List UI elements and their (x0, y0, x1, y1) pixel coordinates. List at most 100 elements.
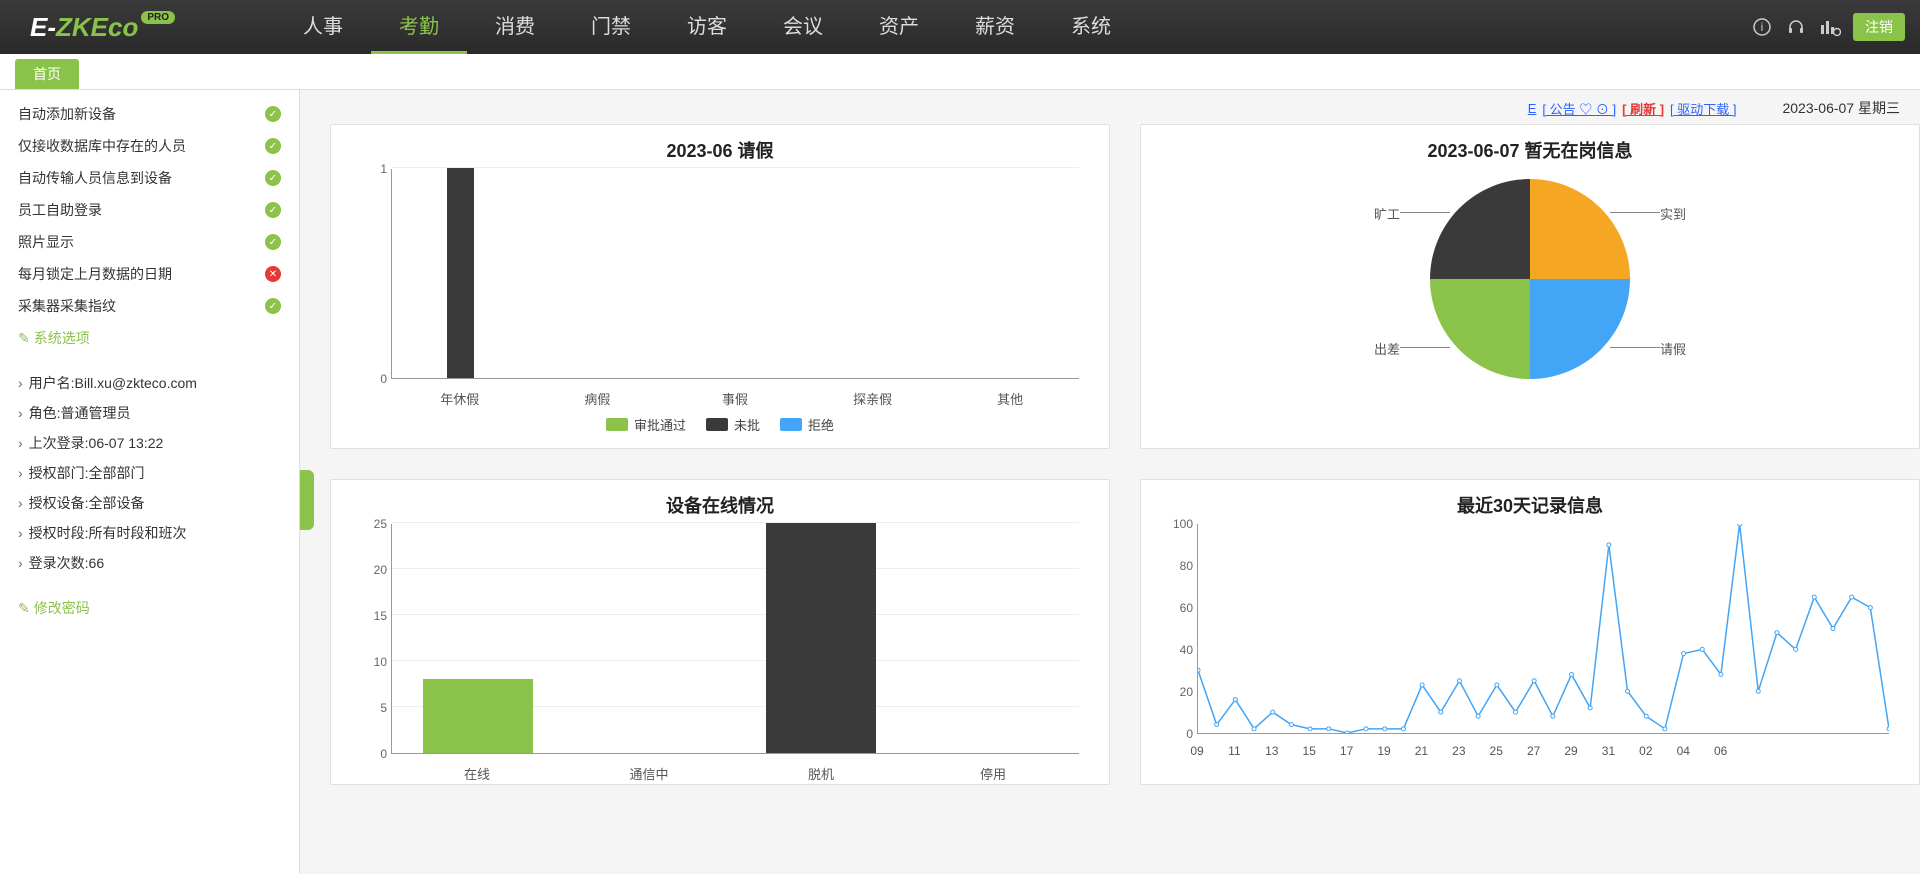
driver-download-link[interactable]: [ 驱动下载 ] (1670, 99, 1736, 118)
y-tick: 1 (380, 162, 387, 176)
setting-row-6: 采集器采集指纹 ✓ (0, 290, 299, 322)
current-date: 2023-06-07 星期三 (1782, 98, 1900, 118)
y-tick: 20 (374, 563, 387, 577)
legend-swatch (780, 418, 802, 431)
nav-item-7[interactable]: 薪资 (947, 0, 1043, 54)
nav-item-4[interactable]: 访客 (659, 0, 755, 54)
x-label: 25 (1490, 744, 1503, 758)
x-label: 21 (1415, 744, 1428, 758)
main-area: 自动添加新设备✓仅接收数据库中存在的人员✓自动传输人员信息到设备✓员工自助登录✓… (0, 90, 1920, 874)
logo: E-ZKEcoPRO (30, 12, 175, 43)
leave-chart: 01年休假病假事假探亲假其他 (361, 169, 1079, 409)
y-tick: 0 (380, 372, 387, 386)
sidebar: 自动添加新设备✓仅接收数据库中存在的人员✓自动传输人员信息到设备✓员工自助登录✓… (0, 90, 300, 874)
x-label: 02 (1639, 744, 1652, 758)
setting-label: 自动传输人员信息到设备 (18, 168, 172, 188)
pie-label: 出差 (1374, 339, 1400, 358)
status-ok-icon: ✓ (265, 234, 281, 250)
nav-item-0[interactable]: 人事 (275, 0, 371, 54)
refresh-link[interactable]: [ 刷新 ] (1622, 99, 1664, 118)
stats-icon[interactable] (1819, 16, 1841, 38)
x-label: 23 (1452, 744, 1465, 758)
leave-chart-legend: 审批通过 未批 拒绝 (331, 409, 1109, 448)
user-info-row-5: 授权时段:所有时段和班次 (0, 518, 299, 548)
setting-row-2: 自动传输人员信息到设备✓ (0, 162, 299, 194)
nav-item-5[interactable]: 会议 (755, 0, 851, 54)
x-label: 19 (1377, 744, 1390, 758)
legend-swatch (706, 418, 728, 431)
pie-label: 旷工 (1374, 204, 1400, 223)
y-tick: 20 (1180, 685, 1193, 699)
user-info-row-3: 授权部门:全部部门 (0, 458, 299, 488)
status-ok-icon: ✓ (265, 298, 281, 314)
x-label: 年休假 (391, 383, 529, 409)
pie-chart-card: 2023-06-07 暂无在岗信息 实到请假出差旷工 (1140, 124, 1920, 449)
device-chart: 0510152025在线通信中脱机停用 (361, 524, 1079, 784)
x-label: 27 (1527, 744, 1540, 758)
dashboard-grid: 2023-06 请假 01年休假病假事假探亲假其他 审批通过 未批 拒绝 2023-… (330, 124, 1900, 785)
pie-label: 请假 (1660, 339, 1686, 358)
setting-row-5: 每月锁定上月数据的日期✕ (0, 258, 299, 290)
leave-chart-title: 2023-06 请假 (331, 125, 1109, 169)
legend-item: 拒绝 (780, 415, 834, 434)
nav-item-8[interactable]: 系统 (1043, 0, 1139, 54)
pie (1430, 179, 1630, 379)
line-chart: 0204060801000911131517192123252729310204… (1161, 524, 1899, 764)
system-options-label: 系统选项 (34, 328, 90, 348)
x-label: 15 (1303, 744, 1316, 758)
x-label: 通信中 (563, 758, 735, 784)
x-label: 17 (1340, 744, 1353, 758)
setting-row-3: 员工自助登录✓ (0, 194, 299, 226)
setting-label: 照片显示 (18, 232, 74, 252)
x-label: 29 (1564, 744, 1577, 758)
tab-bar: 首页 (0, 54, 1920, 90)
x-label: 31 (1602, 744, 1615, 758)
user-info-row-4: 授权设备:全部设备 (0, 488, 299, 518)
bar (447, 168, 474, 378)
tab-home[interactable]: 首页 (15, 59, 79, 89)
x-label: 事假 (666, 383, 804, 409)
svg-text:i: i (1761, 20, 1764, 34)
logout-button[interactable]: 注销 (1853, 13, 1905, 41)
logo-pro: PRO (141, 11, 175, 24)
nav-item-1[interactable]: 考勤 (371, 0, 467, 54)
x-label: 脱机 (735, 758, 907, 784)
line-chart-card: 最近30天记录信息 020406080100091113151719212325… (1140, 479, 1920, 785)
logo-zk: ZK (56, 12, 91, 42)
edit-icon: ✎ (18, 600, 30, 617)
nav-item-2[interactable]: 消费 (467, 0, 563, 54)
setting-row-1: 仅接收数据库中存在的人员✓ (0, 130, 299, 162)
nav-item-3[interactable]: 门禁 (563, 0, 659, 54)
x-label: 11 (1228, 744, 1240, 758)
notice-link[interactable]: [ 公告 ♡ ⊙ ] (1542, 99, 1616, 118)
user-info-row-1: 角色:普通管理员 (0, 398, 299, 428)
x-label: 停用 (907, 758, 1079, 784)
nav-item-6[interactable]: 资产 (851, 0, 947, 54)
status-ok-icon: ✓ (265, 138, 281, 154)
status-ok-icon: ✓ (265, 202, 281, 218)
change-password-label: 修改密码 (34, 598, 90, 618)
legend-label: 审批通过 (634, 415, 686, 434)
info-icon[interactable]: i (1751, 16, 1773, 38)
x-label: 探亲假 (804, 383, 942, 409)
system-options-link[interactable]: ✎系统选项 (0, 322, 299, 354)
device-chart-card: 设备在线情况 0510152025在线通信中脱机停用 (330, 479, 1110, 785)
x-label: 13 (1265, 744, 1278, 758)
headset-icon[interactable] (1785, 16, 1807, 38)
x-label: 09 (1190, 744, 1203, 758)
setting-label: 采集器采集指纹 (18, 296, 116, 316)
legend-item: 审批通过 (606, 415, 686, 434)
status-no-icon: ✕ (265, 266, 281, 282)
leave-chart-card: 2023-06 请假 01年休假病假事假探亲假其他 审批通过 未批 拒绝 (330, 124, 1110, 449)
line-chart-title: 最近30天记录信息 (1141, 480, 1919, 524)
legend-label: 未批 (734, 415, 760, 434)
x-label: 病假 (529, 383, 667, 409)
y-tick: 60 (1180, 601, 1193, 615)
change-password-link[interactable]: ✎修改密码 (0, 592, 299, 624)
e-prefix: E (1528, 101, 1537, 116)
user-info-row-2: 上次登录:06-07 13:22 (0, 428, 299, 458)
status-ok-icon: ✓ (265, 106, 281, 122)
logo-eco: Eco (91, 12, 139, 42)
user-info-row-6: 登录次数:66 (0, 548, 299, 578)
setting-label: 自动添加新设备 (18, 104, 116, 124)
